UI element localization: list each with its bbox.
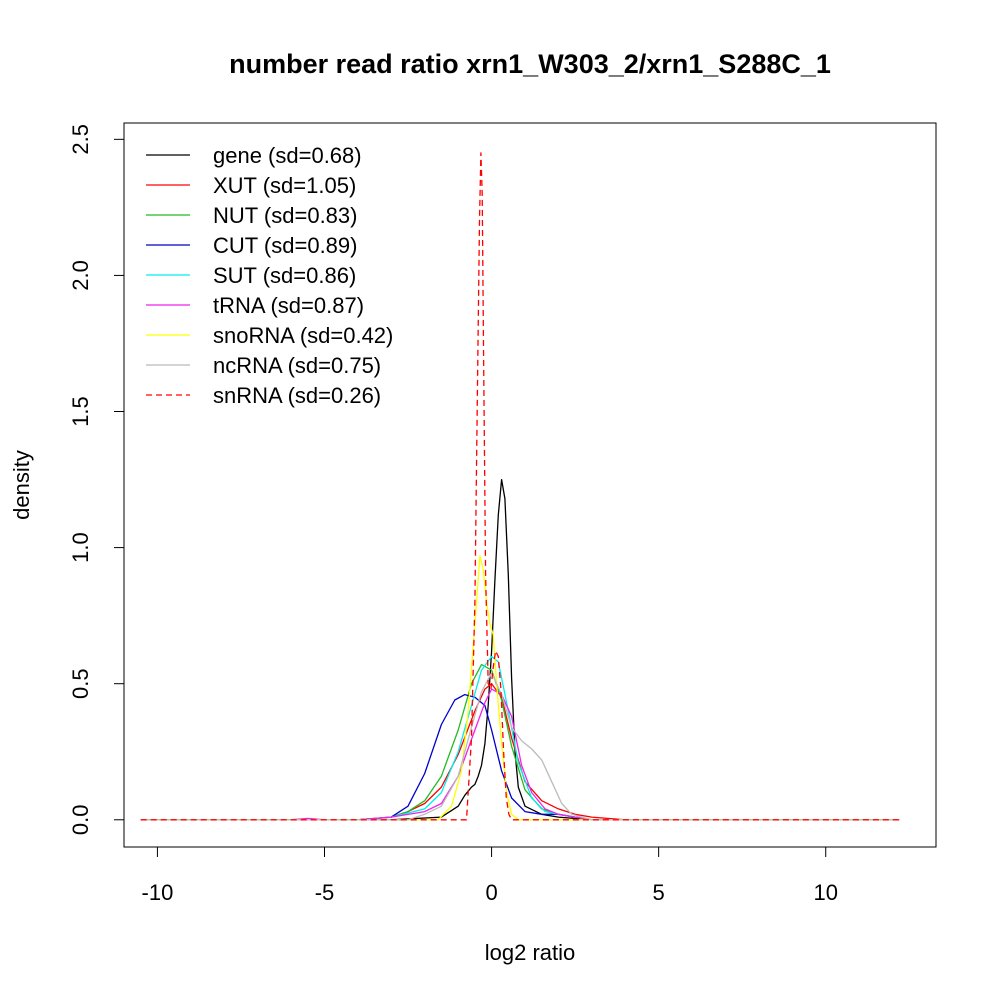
legend-label: gene (sd=0.68) bbox=[213, 143, 362, 168]
x-tick-label: -5 bbox=[315, 880, 335, 905]
legend-label: SUT (sd=0.86) bbox=[213, 263, 356, 288]
legend-label: XUT (sd=1.05) bbox=[213, 173, 356, 198]
chart-title: number read ratio xrn1_W303_2/xrn1_S288C… bbox=[229, 49, 831, 79]
series-line-snorna bbox=[140, 555, 900, 821]
legend: gene (sd=0.68) XUT (sd=1.05) NUT (sd=0.83)… bbox=[146, 143, 393, 408]
x-tick-label: 0 bbox=[485, 880, 497, 905]
y-tick-label: 2.0 bbox=[68, 260, 93, 291]
legend-label: NUT (sd=0.83) bbox=[213, 203, 357, 228]
x-tick-label: -10 bbox=[142, 880, 174, 905]
y-axis-label: density bbox=[9, 450, 34, 520]
legend-label: tRNA (sd=0.87) bbox=[213, 293, 364, 318]
series-line-trna bbox=[140, 688, 900, 821]
series-lines bbox=[140, 152, 900, 821]
y-tick-label: 0.0 bbox=[68, 804, 93, 835]
y-axis: 0.0 0.5 1.0 1.5 2.0 2.5 bbox=[68, 124, 125, 835]
x-tick-label: 5 bbox=[653, 880, 665, 905]
series-line-snrna bbox=[140, 152, 900, 821]
y-tick-label: 0.5 bbox=[68, 668, 93, 699]
legend-label: ncRNA (sd=0.75) bbox=[213, 353, 381, 378]
legend-label: snRNA (sd=0.26) bbox=[213, 383, 381, 408]
legend-label: CUT (sd=0.89) bbox=[213, 233, 357, 258]
series-line-xut bbox=[140, 683, 900, 821]
series-line-gene bbox=[140, 478, 900, 821]
x-axis-label: log2 ratio bbox=[485, 940, 576, 965]
series-line-ncrna bbox=[140, 672, 900, 821]
y-tick-label: 2.5 bbox=[68, 124, 93, 155]
y-tick-label: 1.0 bbox=[68, 532, 93, 563]
x-tick-label: 10 bbox=[813, 880, 837, 905]
plot-frame bbox=[123, 122, 937, 848]
series-line-nut bbox=[140, 663, 900, 821]
legend-label: snoRNA (sd=0.42) bbox=[213, 323, 393, 348]
x-axis: -10 -5 0 5 10 bbox=[142, 846, 838, 905]
y-tick-label: 1.5 bbox=[68, 396, 93, 427]
